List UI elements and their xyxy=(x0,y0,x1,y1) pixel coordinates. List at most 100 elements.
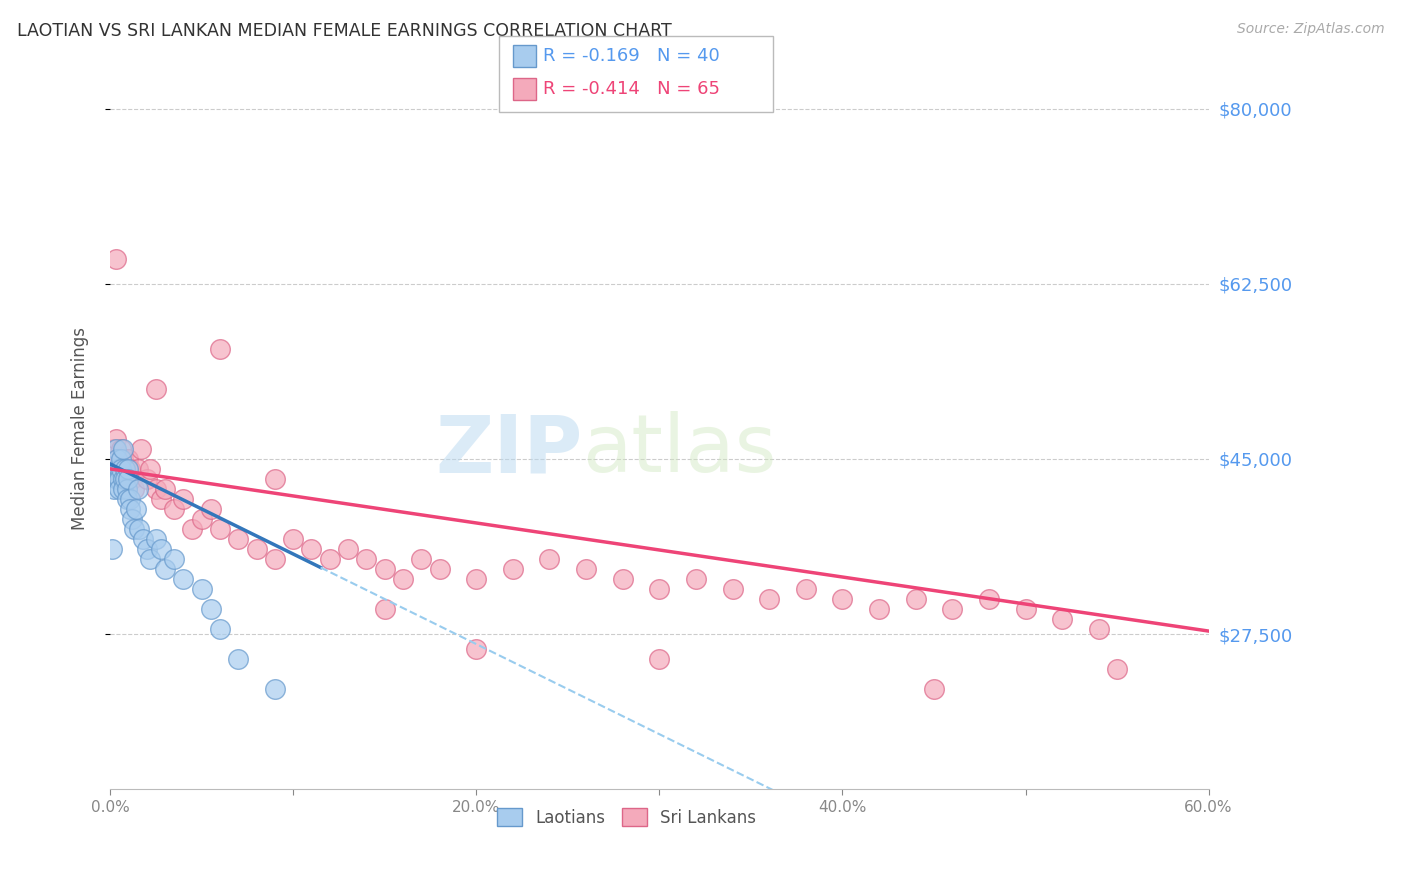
Point xyxy=(904,592,927,607)
Point xyxy=(612,572,634,586)
Text: R = -0.169   N = 40: R = -0.169 N = 40 xyxy=(543,46,720,65)
Point xyxy=(172,491,194,506)
Point xyxy=(104,442,127,456)
Point xyxy=(114,462,136,476)
Point xyxy=(139,462,162,476)
Text: atlas: atlas xyxy=(582,411,778,490)
Point xyxy=(111,442,134,456)
Point xyxy=(374,602,396,616)
Point xyxy=(120,462,142,476)
Point xyxy=(337,541,360,556)
Point xyxy=(263,472,285,486)
Point xyxy=(110,442,132,456)
Point xyxy=(145,382,167,396)
Point xyxy=(108,472,131,486)
Point xyxy=(104,252,127,266)
Text: ZIP: ZIP xyxy=(436,411,582,490)
Text: LAOTIAN VS SRI LANKAN MEDIAN FEMALE EARNINGS CORRELATION CHART: LAOTIAN VS SRI LANKAN MEDIAN FEMALE EARN… xyxy=(17,22,672,40)
Point xyxy=(1105,662,1128,676)
Point xyxy=(575,562,598,576)
Point xyxy=(103,482,125,496)
Point xyxy=(110,462,132,476)
Text: R = -0.414   N = 65: R = -0.414 N = 65 xyxy=(543,79,720,98)
Point xyxy=(319,552,342,566)
Point xyxy=(411,552,433,566)
Point xyxy=(208,622,231,636)
Point xyxy=(139,552,162,566)
Point xyxy=(208,522,231,536)
Point xyxy=(122,522,145,536)
Point xyxy=(226,532,249,546)
Point xyxy=(101,462,124,476)
Point xyxy=(111,472,134,486)
Point xyxy=(115,491,138,506)
Point xyxy=(121,512,143,526)
Point xyxy=(129,442,152,456)
Point xyxy=(465,642,488,657)
Point xyxy=(941,602,963,616)
Point xyxy=(104,432,127,446)
Point xyxy=(108,482,131,496)
Point xyxy=(200,502,222,516)
Point xyxy=(190,512,212,526)
Point xyxy=(105,472,128,486)
Point xyxy=(648,582,671,596)
Point xyxy=(150,491,173,506)
Point xyxy=(922,682,945,697)
Point xyxy=(135,541,157,556)
Point xyxy=(110,451,132,466)
Point xyxy=(1050,612,1073,626)
Point xyxy=(108,462,131,476)
Point xyxy=(1014,602,1036,616)
Point xyxy=(120,502,142,516)
Point xyxy=(101,541,124,556)
Point xyxy=(120,491,142,506)
Point xyxy=(868,602,890,616)
Point xyxy=(145,532,167,546)
Point xyxy=(758,592,780,607)
Point xyxy=(114,462,136,476)
Point xyxy=(685,572,707,586)
Point xyxy=(263,552,285,566)
Point xyxy=(115,482,138,496)
Point xyxy=(103,442,125,456)
Point xyxy=(429,562,451,576)
Point xyxy=(392,572,415,586)
Y-axis label: Median Female Earnings: Median Female Earnings xyxy=(72,327,89,531)
Point xyxy=(121,472,143,486)
Point xyxy=(245,541,267,556)
Point xyxy=(105,451,128,466)
Point xyxy=(115,472,138,486)
Point xyxy=(114,472,136,486)
Point xyxy=(208,342,231,356)
Point xyxy=(145,482,167,496)
Point xyxy=(108,462,131,476)
Point xyxy=(153,482,176,496)
Point xyxy=(374,562,396,576)
Point xyxy=(111,482,134,496)
Point xyxy=(172,572,194,586)
Point xyxy=(128,522,150,536)
Point xyxy=(190,582,212,596)
Point xyxy=(356,552,378,566)
Point xyxy=(263,682,285,697)
Point xyxy=(105,451,128,466)
Point xyxy=(794,582,817,596)
Point xyxy=(831,592,853,607)
Text: Source: ZipAtlas.com: Source: ZipAtlas.com xyxy=(1237,22,1385,37)
Point xyxy=(117,472,139,486)
Point xyxy=(135,472,157,486)
Point xyxy=(163,552,186,566)
Point xyxy=(200,602,222,616)
Point xyxy=(226,652,249,666)
Point xyxy=(150,541,173,556)
Point xyxy=(301,541,323,556)
Point xyxy=(122,482,145,496)
Point xyxy=(125,502,148,516)
Point xyxy=(111,451,134,466)
Point xyxy=(1087,622,1109,636)
Point xyxy=(977,592,1000,607)
Point xyxy=(104,462,127,476)
Point xyxy=(163,502,186,516)
Point xyxy=(127,482,149,496)
